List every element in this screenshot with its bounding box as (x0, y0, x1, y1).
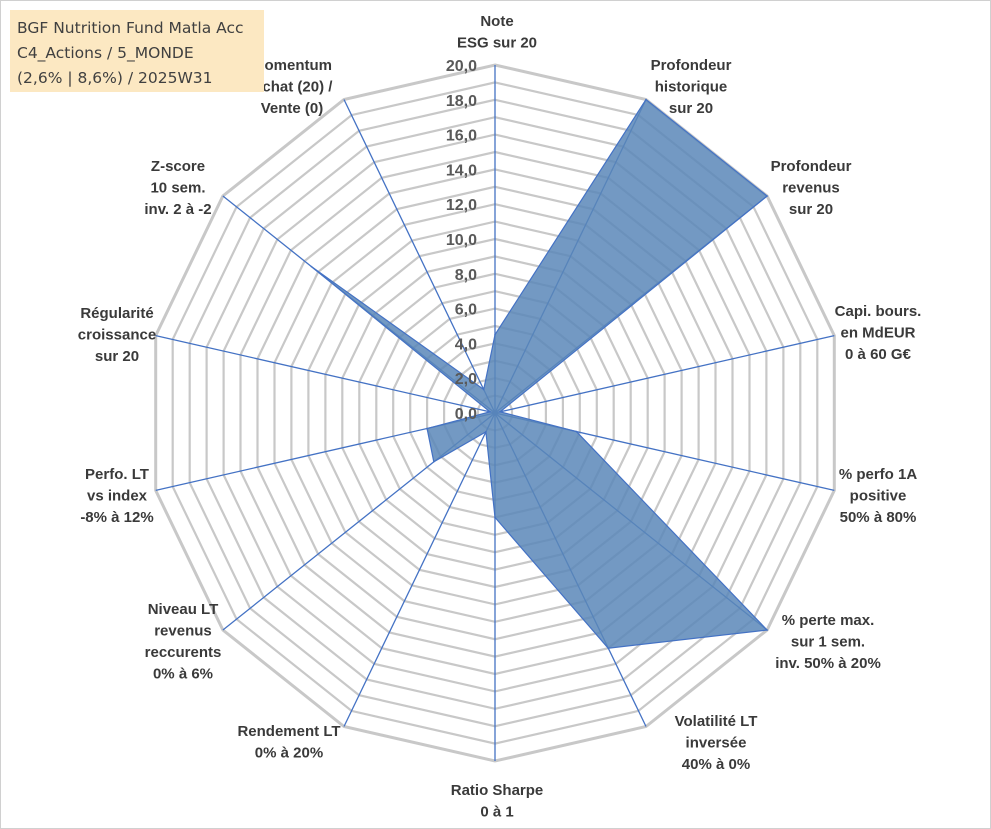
axis-label-line: 0% à 6% (153, 666, 213, 683)
axis-label: % perfo 1A positive 50% à 80% (839, 466, 918, 526)
data-point (499, 411, 501, 413)
axis-label-line: croissance (78, 327, 156, 344)
data-point (433, 461, 435, 463)
axis-label-line: en MdEUR (841, 325, 916, 342)
axis-label-line: Profondeur (651, 57, 732, 74)
axis-label: Volatilité LT inversée 40% à 0% (675, 713, 758, 773)
data-point (426, 427, 428, 430)
chart-title-box: BGF Nutrition Fund Matla Acc C4_Actions … (10, 10, 264, 92)
tick-labels: 0,0 2,0 4,0 6,0 8,0 10,0 12,0 14,0 16,0 18,0 20,0 (446, 58, 477, 423)
axis-labels: Note ESG sur 20 Profondeur historique sur 20… (78, 13, 922, 821)
title-line-category: C4_Actions / 5_MONDE (17, 44, 194, 62)
axis-label-line: Volatilité LT (675, 713, 758, 730)
axis-spoke (155, 334, 496, 414)
axis-label-line: 50% à 80% (840, 509, 917, 526)
axis-label-line: inv. 50% à 20% (775, 655, 881, 672)
axis-label-line: % perfo 1A (839, 466, 918, 483)
axis-label-line: -8% à 12% (80, 509, 153, 526)
axis-label-line: historique (655, 79, 728, 96)
data-point (310, 265, 313, 268)
tick-label: 0,0 (455, 406, 477, 423)
axis-label: Ratio Sharpe 0 à 1 (451, 782, 544, 821)
axis-label-line: 10 sem. (150, 180, 205, 197)
axis-label-line: Capi. bours. (835, 303, 922, 320)
tick-label: 2,0 (455, 371, 477, 388)
axis-label-line: sur 20 (669, 100, 713, 117)
axis-label: % perte max. sur 1 sem. inv. 50% à 20% (775, 612, 881, 672)
tick-label: 8,0 (455, 267, 477, 284)
data-point (482, 388, 485, 391)
axis-label: Capi. bours. en MdEUR 0 à 60 G€ (835, 303, 922, 363)
axis-label: Perfo. LT vs index -8% à 12% (80, 466, 153, 526)
tick-label: 14,0 (446, 162, 477, 179)
axis-label: Profondeur historique sur 20 (651, 57, 732, 117)
axis-label-line: positive (850, 488, 907, 505)
axis-label-line: % perte max. (782, 612, 875, 629)
data-point (766, 629, 768, 631)
axis-label-line: Régularité (80, 305, 153, 322)
axis-spoke (343, 99, 496, 414)
axis-label-line: 0 à 60 G€ (845, 346, 912, 363)
tick-label: 18,0 (446, 93, 477, 110)
tick-label: 12,0 (446, 197, 477, 214)
axis-label-line: vs index (87, 488, 148, 505)
axis-label: Régularité croissance sur 20 (78, 305, 156, 365)
data-point (489, 411, 491, 413)
axis-label: Z-score 10 sem. inv. 2 à -2 (144, 158, 211, 218)
axis-label: Note ESG sur 20 (457, 13, 537, 52)
data-point (494, 516, 496, 519)
axis-label-line: reccurents (145, 644, 222, 661)
axis-label-line: sur 1 sem. (791, 634, 865, 651)
axis-label-line: Momentum (252, 57, 332, 74)
title-line-fund: BGF Nutrition Fund Matla Acc (17, 19, 244, 37)
data-point (494, 333, 496, 336)
axis-label-line: 40% à 0% (682, 756, 750, 773)
axis-label-line: Note (480, 13, 513, 30)
axis-label: Niveau LT revenus reccurents 0% à 6% (145, 601, 222, 683)
axis-label-line: Profondeur (771, 158, 852, 175)
tick-label: 20,0 (446, 58, 477, 75)
axis-label-line: Rendement LT (237, 723, 340, 740)
axis-label-line: 0 à 1 (480, 804, 513, 821)
axis-label-line: Niveau LT (148, 601, 219, 618)
axis-label: Rendement LT 0% à 20% (237, 723, 340, 762)
tick-label: 10,0 (446, 232, 477, 249)
axis-label-line: revenus (782, 180, 840, 197)
axis-label: Momentum Achat (20) / Vente (0) (252, 57, 334, 117)
series (310, 98, 769, 649)
axis-spoke (494, 334, 835, 414)
axis-label-line: ESG sur 20 (457, 35, 537, 52)
data-point (766, 195, 768, 197)
axis-label: Profondeur revenus sur 20 (771, 158, 852, 218)
data-point (645, 98, 647, 101)
axis-label-line: inversée (686, 735, 747, 752)
tick-label: 4,0 (455, 336, 477, 353)
axis-label-line: Z-score (151, 158, 205, 175)
title-line-period: (2,6% | 8,6%) / 2025W31 (17, 69, 213, 87)
data-point (485, 431, 487, 433)
axis-label-line: Vente (0) (261, 100, 324, 117)
axis-label-line: Perfo. LT (85, 466, 149, 483)
tick-label: 16,0 (446, 128, 477, 145)
data-point (575, 430, 578, 433)
axis-label-line: inv. 2 à -2 (144, 201, 211, 218)
axis-label-line: revenus (154, 623, 212, 640)
tick-label: 6,0 (455, 302, 477, 319)
axis-label-line: Achat (20) / (252, 79, 334, 96)
axis-spoke (343, 412, 496, 727)
axis-label-line: sur 20 (95, 348, 139, 365)
axis-label-line: Ratio Sharpe (451, 782, 544, 799)
data-point (607, 647, 609, 649)
axis-label-line: 0% à 20% (255, 745, 323, 762)
axis-label-line: sur 20 (789, 201, 833, 218)
